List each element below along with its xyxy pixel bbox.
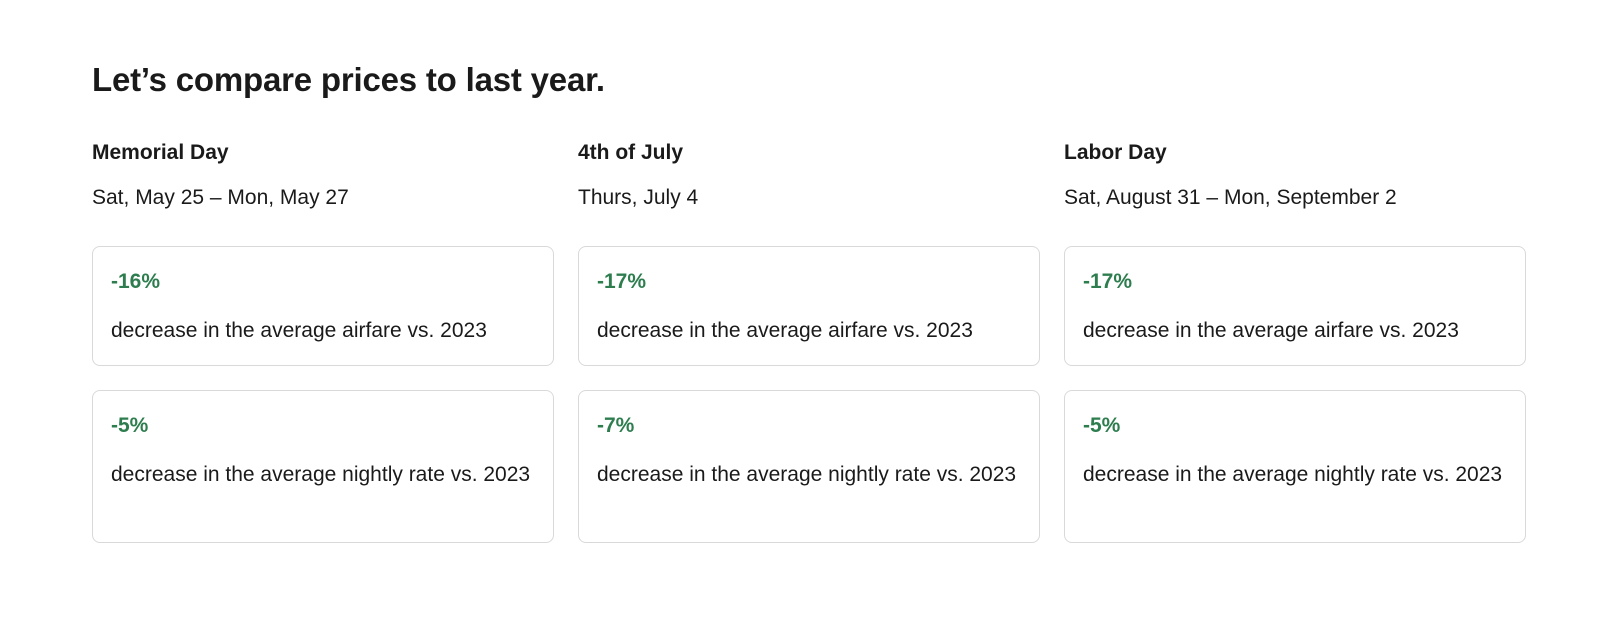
airfare-change-value: -17% [597,270,647,293]
airfare-stat-card: -17% decrease in the average airfare vs.… [1064,246,1526,366]
holiday-name: Memorial Day [92,141,229,164]
nightly-rate-change-value: -7% [597,414,635,437]
nightly-rate-change-value: -5% [1083,414,1121,437]
airfare-change-label: decrease in the average airfare vs. 2023 [111,319,487,342]
nightly-rate-stat-card: -5% decrease in the average nightly rate… [92,390,554,543]
airfare-change-label: decrease in the average airfare vs. 2023 [1083,319,1459,342]
holiday-dates: Thurs, July 4 [578,186,699,209]
holiday-dates: Sat, August 31 – Mon, September 2 [1064,186,1397,209]
holiday-columns: Memorial Day Sat, May 25 – Mon, May 27 -… [92,138,1600,543]
airfare-change-label: decrease in the average airfare vs. 2023 [597,319,973,342]
nightly-rate-change-label: decrease in the average nightly rate vs.… [1083,463,1503,486]
nightly-rate-change-label: decrease in the average nightly rate vs.… [111,463,531,486]
holiday-column-labor-day: Labor Day Sat, August 31 – Mon, Septembe… [1064,138,1526,543]
airfare-change-value: -16% [111,270,161,293]
airfare-change-value: -17% [1083,270,1133,293]
nightly-rate-stat-card: -5% decrease in the average nightly rate… [1064,390,1526,543]
nightly-rate-change-label: decrease in the average nightly rate vs.… [597,463,1017,486]
holiday-column-memorial-day: Memorial Day Sat, May 25 – Mon, May 27 -… [92,138,554,543]
page-title: Let’s compare prices to last year. [92,61,605,98]
holiday-dates: Sat, May 25 – Mon, May 27 [92,186,349,209]
holiday-column-4th-of-july: 4th of July Thurs, July 4 -17% decrease … [578,138,1040,543]
holiday-name: 4th of July [578,141,684,164]
holiday-name: Labor Day [1064,141,1167,164]
nightly-rate-change-value: -5% [111,414,149,437]
airfare-stat-card: -17% decrease in the average airfare vs.… [578,246,1040,366]
nightly-rate-stat-card: -7% decrease in the average nightly rate… [578,390,1040,543]
airfare-stat-card: -16% decrease in the average airfare vs.… [92,246,554,366]
